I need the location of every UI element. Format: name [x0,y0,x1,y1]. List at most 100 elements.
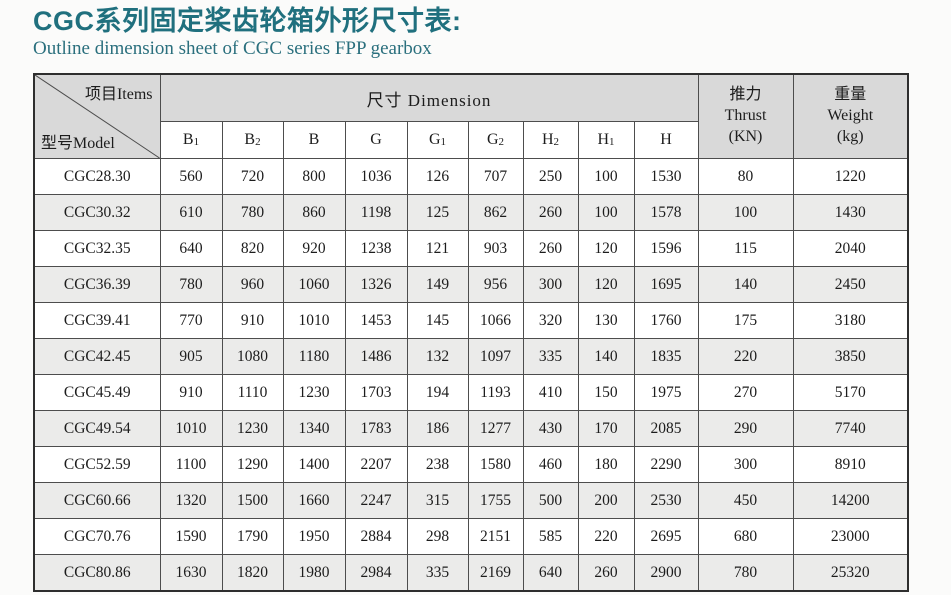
dimension-value-cell: 1790 [221,518,284,556]
dimension-value-cell: 560 [159,158,223,196]
dimension-value-cell: 920 [282,230,346,268]
weight-value-cell: 1430 [792,194,909,232]
dimension-value-cell: 903 [467,230,524,268]
dimension-value-cell: 180 [577,446,635,484]
dimension-value-cell: 1453 [344,302,408,340]
weight-value-cell: 25320 [792,554,909,592]
dimension-column-header: G [344,121,408,160]
dimension-value-cell: 1630 [159,554,223,592]
dimension-value-cell: 2169 [467,554,524,592]
dimension-value-cell: 140 [577,338,635,376]
dimension-value-cell: 1326 [344,266,408,304]
dimension-value-cell: 640 [159,230,223,268]
dimension-value-cell: 460 [522,446,579,484]
dimension-group-header: 尺寸 Dimension [159,73,699,123]
dimension-value-cell: 2695 [633,518,699,556]
table-row: CGC49.54 1010 1230 1340 1783 186 1277 430 170 208… [33,410,909,448]
dimension-value-cell: 1980 [282,554,346,592]
thrust-value-cell: 270 [697,374,794,412]
corner-header-cell: 项目Items 型号Model [33,73,161,160]
dimension-value-cell: 1975 [633,374,699,412]
dimension-value-cell: 1277 [467,410,524,448]
dimension-value-cell: 100 [577,194,635,232]
dimension-value-cell: 585 [522,518,579,556]
dimension-value-cell: 1596 [633,230,699,268]
dimension-column-header: G2 [467,121,524,160]
dimension-value-cell: 100 [577,158,635,196]
dimension-value-cell: 194 [406,374,469,412]
dimension-value-cell: 720 [221,158,284,196]
dimension-value-cell: 1590 [159,518,223,556]
weight-value-cell: 2040 [792,230,909,268]
dimension-value-cell: 1290 [221,446,284,484]
dimension-value-cell: 1820 [221,554,284,592]
dimension-value-cell: 220 [577,518,635,556]
dimension-value-cell: 260 [522,230,579,268]
dimension-value-cell: 149 [406,266,469,304]
model-cell: CGC30.32 [33,194,161,232]
dimension-column-header: H [633,121,699,160]
column-label-subscript: 2 [553,136,560,149]
thrust-header-en: Thrust [724,107,767,125]
dimension-value-cell: 1950 [282,518,346,556]
table-row: CGC30.32 610 780 860 1198 125 862 260 100 1578 100… [33,194,909,232]
dimension-value-cell: 1198 [344,194,408,232]
dimension-value-cell: 186 [406,410,469,448]
dimension-value-cell: 1703 [344,374,408,412]
dimension-value-cell: 1100 [159,446,223,484]
weight-value-cell: 1220 [792,158,909,196]
dimension-value-cell: 2151 [467,518,524,556]
dimension-value-cell: 1193 [467,374,524,412]
thrust-value-cell: 780 [697,554,794,592]
column-label: B [182,131,194,149]
dimension-value-cell: 410 [522,374,579,412]
column-label-subscript: 2 [255,136,261,149]
dimension-column-header: H1 [577,121,635,160]
model-cell: CGC70.76 [33,518,161,556]
dimension-value-cell: 335 [522,338,579,376]
table-row: CGC70.76 1590 1790 1950 2884 298 2151 585 220 269… [33,518,909,556]
thrust-header: 推力 Thrust (KN) [697,73,794,160]
dimension-value-cell: 2884 [344,518,408,556]
dimension-value-cell: 1097 [467,338,524,376]
column-label: H [597,131,610,149]
dimension-value-cell: 610 [159,194,223,232]
dimension-value-cell: 1530 [633,158,699,196]
dimension-value-cell: 960 [221,266,284,304]
dimension-value-cell: 956 [467,266,524,304]
corner-model-label: 型号Model [41,135,115,153]
thrust-value-cell: 175 [697,302,794,340]
column-label: G [370,131,382,149]
dimension-value-cell: 300 [522,266,579,304]
weight-value-cell: 5170 [792,374,909,412]
dimension-value-cell: 2207 [344,446,408,484]
table-row: CGC36.39 780 960 1060 1326 149 956 300 120 1695 14… [33,266,909,304]
model-cell: CGC49.54 [33,410,161,448]
dimension-value-cell: 200 [577,482,635,520]
dimension-value-cell: 862 [467,194,524,232]
dimension-value-cell: 320 [522,302,579,340]
dimension-value-cell: 1230 [221,410,284,448]
weight-value-cell: 3850 [792,338,909,376]
table-row: CGC39.41 770 910 1010 1453 145 1066 320 130 1760 1… [33,302,909,340]
weight-value-cell: 2450 [792,266,909,304]
thrust-header-cn: 推力 [729,86,762,104]
thrust-header-unit: (KN) [728,127,763,145]
dimension-value-cell: 1340 [282,410,346,448]
dimension-value-cell: 800 [282,158,346,196]
model-cell: CGC42.45 [33,338,161,376]
weight-value-cell: 7740 [792,410,909,448]
dimension-column-header: G1 [406,121,469,160]
dimension-value-cell: 121 [406,230,469,268]
thrust-value-cell: 290 [697,410,794,448]
table-row: CGC45.49 910 1110 1230 1703 194 1193 410 150 1975… [33,374,909,412]
dimension-value-cell: 2247 [344,482,408,520]
dimension-column-header: B2 [221,121,284,160]
dimension-value-cell: 707 [467,158,524,196]
thrust-value-cell: 100 [697,194,794,232]
weight-header: 重量 Weight (kg) [792,73,909,160]
dimension-value-cell: 1036 [344,158,408,196]
column-label-subscript: 1 [609,136,615,149]
model-cell: CGC45.49 [33,374,161,412]
dimension-value-cell: 1238 [344,230,408,268]
